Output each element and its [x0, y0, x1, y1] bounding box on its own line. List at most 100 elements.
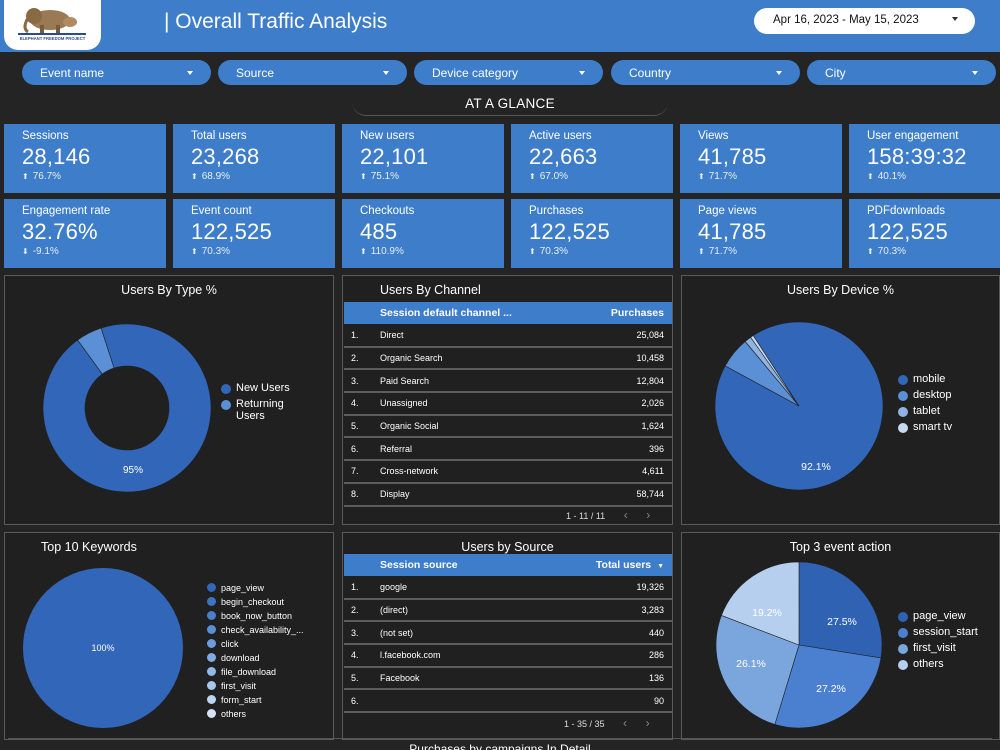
users-by-device-panel: Users By Device % 92.1% mobile desktop t… [681, 275, 1000, 525]
table-row[interactable]: 4. Unassigned 2,026 [344, 392, 672, 416]
table-row[interactable]: 3. (not set) 440 [344, 621, 672, 646]
kpi-card[interactable]: Views 41,785 ⬆ 71.7% [680, 124, 842, 193]
kpi-card[interactable]: Sessions 28,146 ⬆ 76.7% [4, 124, 166, 193]
date-range-selector[interactable]: Apr 16, 2023 - May 15, 2023 [754, 8, 975, 34]
slice-label: 26.1% [736, 658, 766, 670]
kpi-card[interactable]: PDFdownloads 122,525 ⬆ 70.3% [849, 199, 1000, 268]
table-header-total-users[interactable]: Total users ▼ [527, 554, 672, 576]
filter-event-name[interactable]: Event name [22, 60, 211, 85]
legend-item[interactable]: tablet [898, 405, 952, 417]
users-type-donut-slice[interactable] [76, 327, 115, 378]
kpi-card[interactable]: Purchases 122,525 ⬆ 70.3% [511, 199, 673, 268]
legend-label: mobile [913, 373, 946, 385]
legend-item[interactable]: page_view [207, 583, 304, 593]
arrow-down-icon: ⬇ [22, 247, 29, 256]
event-pie-slice[interactable] [774, 644, 882, 729]
table-row[interactable]: 7. Cross-network 4,611 [344, 460, 672, 484]
sort-desc-icon: ▼ [657, 563, 664, 570]
legend-dot [221, 400, 231, 410]
legend-dot [898, 407, 908, 417]
legend-item[interactable]: smart tv [898, 421, 952, 433]
row-index: 7. [344, 460, 380, 484]
kpi-delta: ⬇ -9.1% [22, 246, 166, 257]
kpi-card[interactable]: User engagement 158:39:32 ⬆ 40.1% [849, 124, 1000, 193]
event-pie-slice[interactable] [715, 615, 800, 725]
legend-item[interactable]: Returning Users [221, 398, 331, 422]
kpi-delta-value: 71.7% [708, 171, 738, 182]
keywords-pie-slice[interactable] [23, 568, 183, 728]
chevron-right-icon[interactable]: › [645, 716, 650, 730]
filter-device-category[interactable]: Device category [414, 60, 603, 85]
table-header-source[interactable]: Session source [380, 554, 528, 576]
device-pie-slice[interactable] [750, 335, 800, 408]
table-header-channel[interactable]: Session default channel ... [380, 302, 580, 324]
header-bar: ELEPHANT FREEDOM PROJECT | Overall Traff… [0, 0, 1000, 52]
table-row[interactable]: 8. Display 58,744 [344, 482, 672, 507]
legend-dot [898, 644, 908, 654]
row-value: 440 [527, 621, 672, 646]
table-row[interactable]: 5. Organic Social 1,624 [344, 414, 672, 439]
kpi-card[interactable]: New users 22,101 ⬆ 75.1% [342, 124, 504, 193]
table-row[interactable]: 1. Direct 25,084 [344, 324, 672, 348]
filter-source[interactable]: Source [218, 60, 407, 85]
row-name [380, 689, 528, 714]
legend-item[interactable]: mobile [898, 373, 952, 385]
table-row[interactable]: 3. Paid Search 12,804 [344, 369, 672, 394]
arrow-up-icon: ⬆ [529, 172, 536, 181]
legend-label: tablet [913, 405, 940, 417]
legend-item[interactable]: New Users [221, 382, 331, 394]
kpi-card[interactable]: Engagement rate 32.76% ⬇ -9.1% [4, 199, 166, 268]
legend-item[interactable]: file_download [207, 667, 304, 677]
table-row[interactable]: 6. 90 [344, 689, 672, 714]
table-row[interactable]: 2. (direct) 3,283 [344, 598, 672, 623]
users-type-donut-slice[interactable] [21, 302, 233, 514]
channel-table: Session default channel ... Purchases 1.… [344, 302, 672, 507]
caret-down-icon [972, 71, 978, 75]
legend-item[interactable]: begin_checkout [207, 597, 304, 607]
legend-item[interactable]: click [207, 639, 304, 649]
kpi-card[interactable]: Checkouts 485 ⬆ 110.9% [342, 199, 504, 268]
kpi-card[interactable]: Active users 22,663 ⬆ 67.0% [511, 124, 673, 193]
legend-dot [207, 611, 216, 620]
legend-item[interactable]: first_visit [207, 681, 304, 691]
table-row[interactable]: 6. Referral 396 [344, 437, 672, 462]
users-by-source-panel: Users by Source Session source Total use… [342, 532, 673, 740]
filter-country[interactable]: Country [611, 60, 800, 85]
legend-item[interactable]: form_start [207, 695, 304, 705]
chevron-left-icon[interactable]: ‹ [623, 508, 628, 522]
kpi-card[interactable]: Total users 23,268 ⬆ 68.9% [173, 124, 335, 193]
table-header-index [344, 554, 380, 576]
logo[interactable]: ELEPHANT FREEDOM PROJECT [4, 0, 101, 50]
arrow-up-icon: ⬆ [360, 172, 367, 181]
table-header-purchases[interactable]: Purchases [579, 302, 672, 324]
chevron-left-icon[interactable]: ‹ [623, 716, 628, 730]
legend-item[interactable]: session_start [898, 626, 978, 638]
kpi-delta-value: 75.1% [370, 171, 400, 182]
legend-item[interactable]: download [207, 653, 304, 663]
section-title: AT A GLANCE [352, 88, 668, 116]
kpi-value: 22,101 [360, 144, 429, 169]
kpi-card[interactable]: Page views 41,785 ⬆ 71.7% [680, 199, 842, 268]
legend-item[interactable]: first_visit [898, 642, 978, 654]
chevron-right-icon[interactable]: › [646, 508, 651, 522]
row-value: 3,283 [527, 598, 672, 623]
kpi-delta: ⬆ 67.0% [529, 171, 673, 182]
kpi-card[interactable]: Event count 122,525 ⬆ 70.3% [173, 199, 335, 268]
table-row[interactable]: 4. l.facebook.com 286 [344, 644, 672, 668]
legend-item[interactable]: page_view [898, 610, 978, 622]
table-row[interactable]: 5. Facebook 136 [344, 666, 672, 691]
event-pie-slice[interactable] [798, 561, 883, 659]
legend-item[interactable]: others [207, 709, 304, 719]
caret-down-icon [776, 71, 782, 75]
table-row[interactable]: 1. google 19,326 [344, 576, 672, 600]
legend-item[interactable]: desktop [898, 389, 952, 401]
kpi-delta-value: 70.3% [877, 246, 907, 257]
legend-item[interactable]: others [898, 658, 978, 670]
table-row[interactable]: 2. Organic Search 10,458 [344, 346, 672, 371]
filter-city[interactable]: City [807, 60, 996, 85]
arrow-up-icon: ⬆ [867, 247, 874, 256]
legend-item[interactable]: check_availability_... [207, 625, 304, 635]
legend-item[interactable]: book_now_button [207, 611, 304, 621]
event-pie-slice[interactable] [721, 561, 800, 646]
